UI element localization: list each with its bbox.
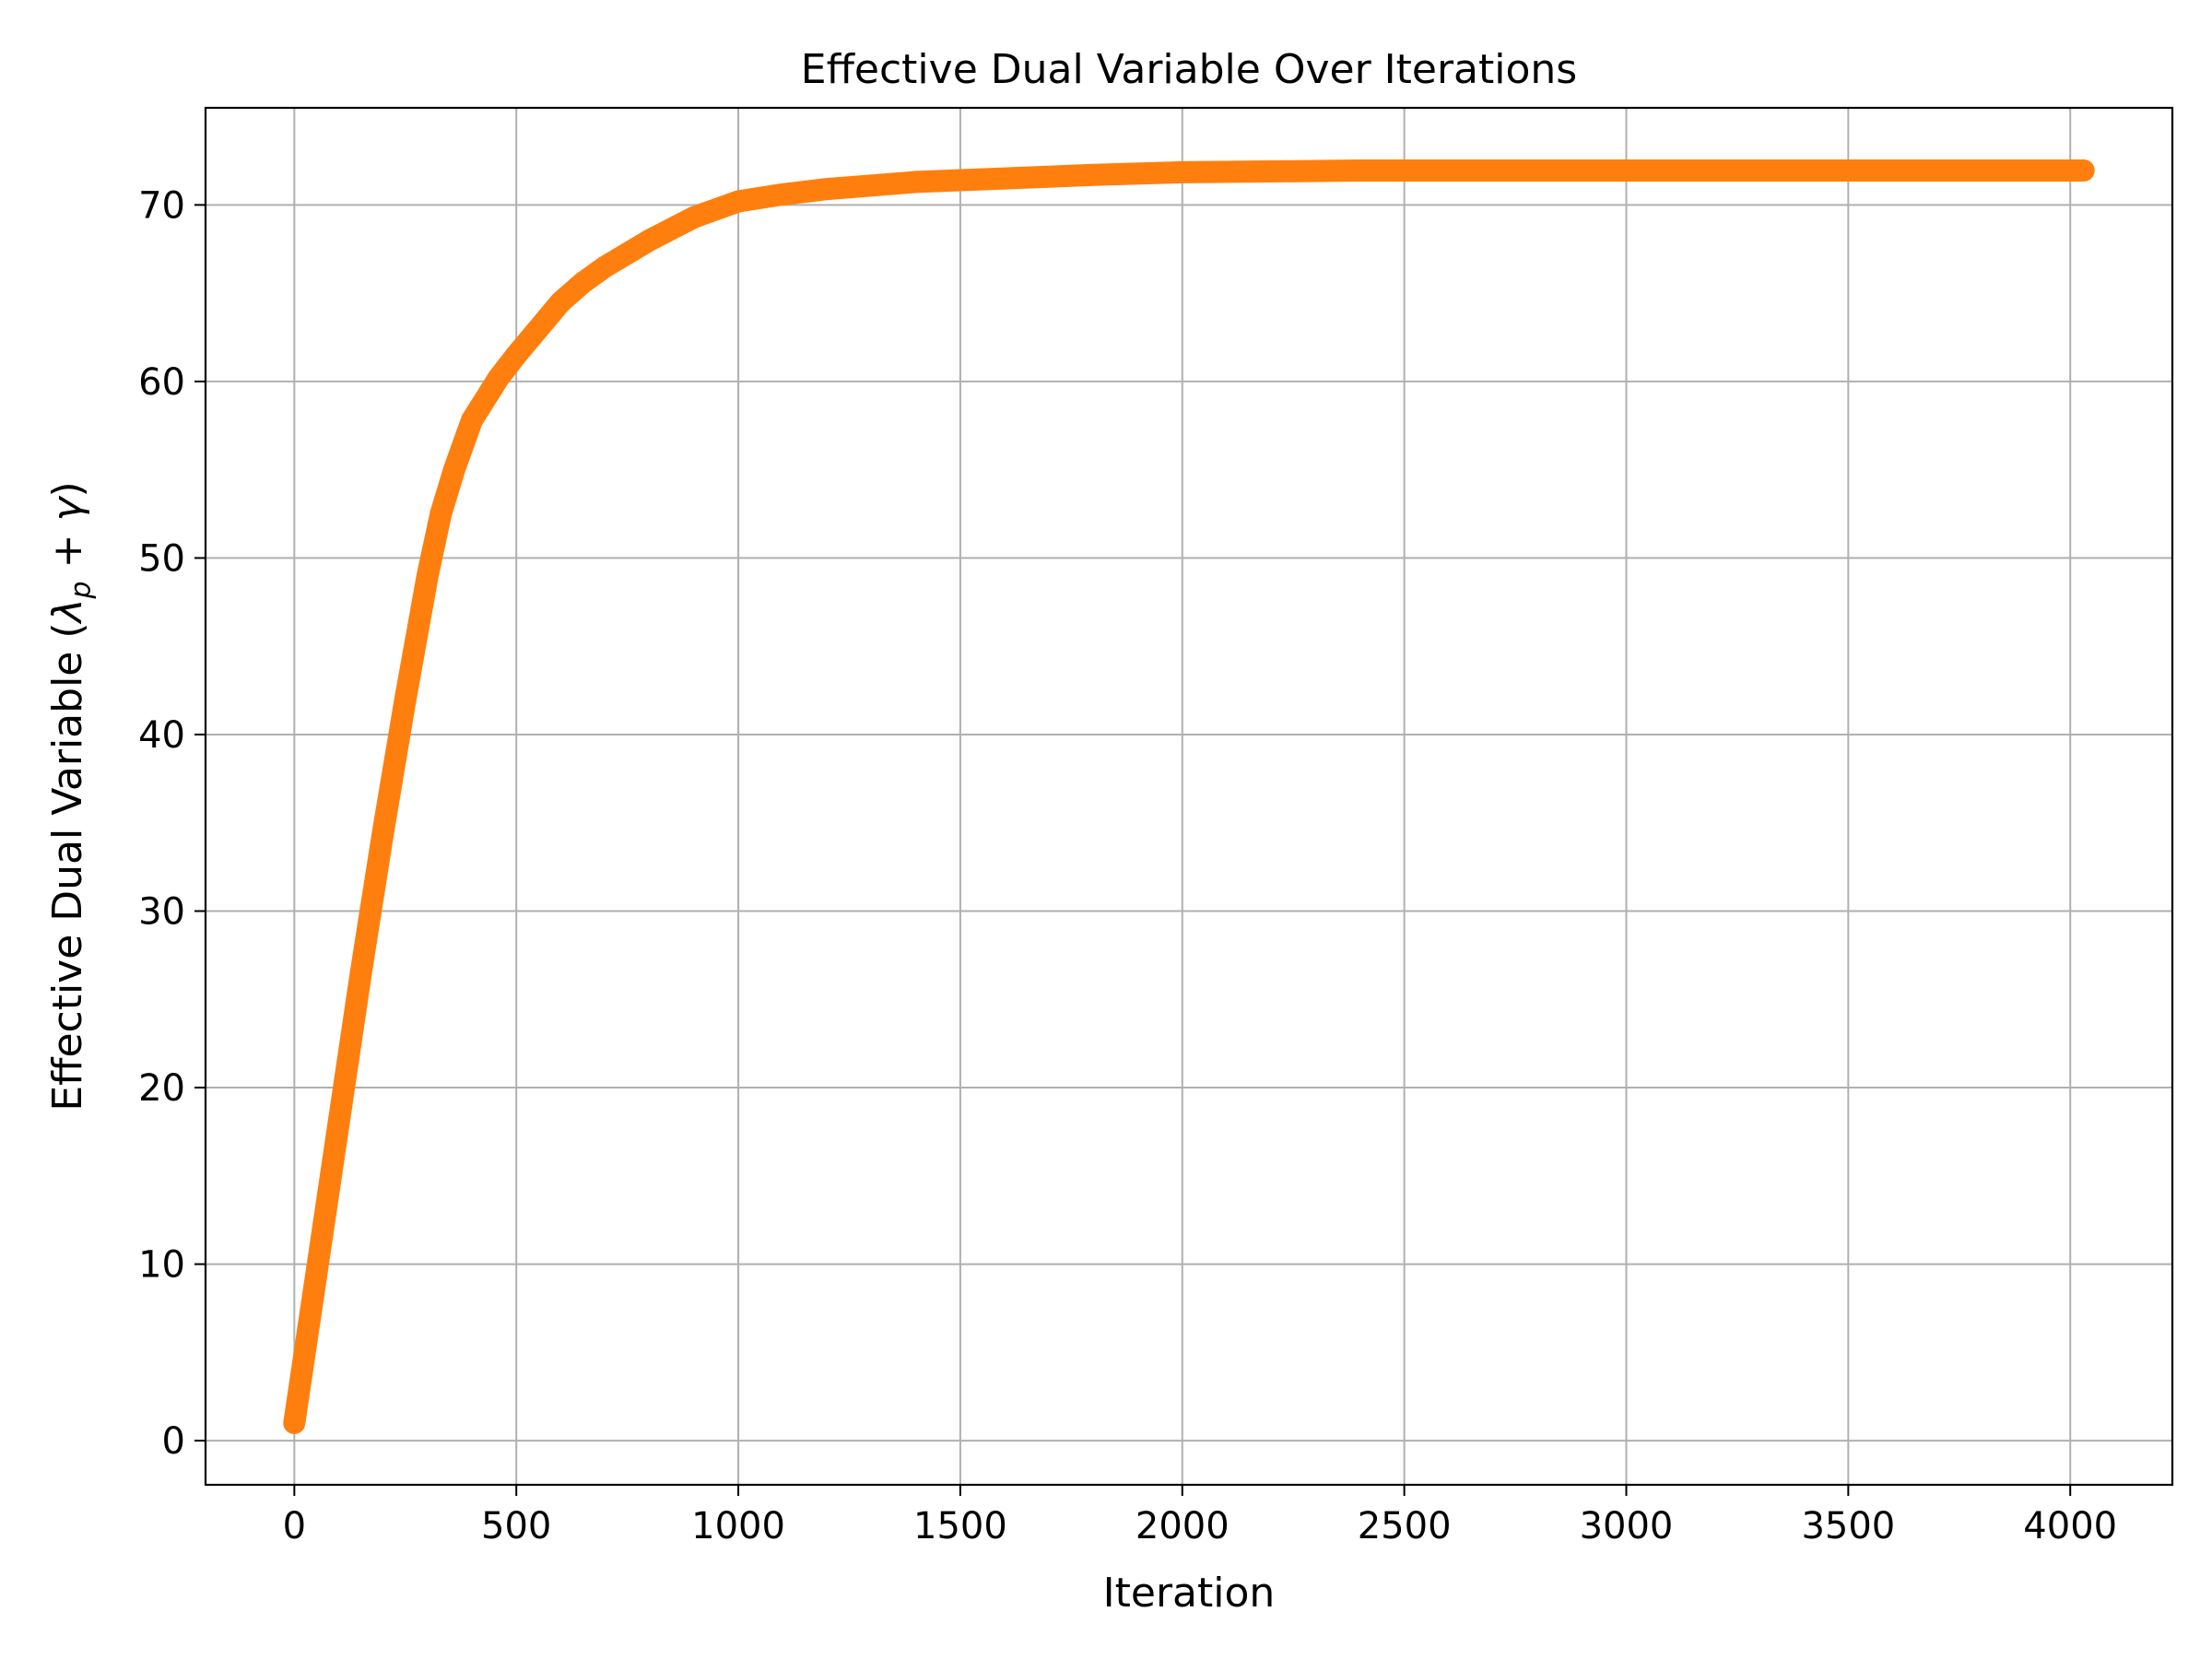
x-axis-label: Iteration: [1103, 1570, 1276, 1617]
y-tick-label: 60: [138, 361, 185, 404]
y-tick-label: 10: [138, 1244, 185, 1287]
x-axis-ticks: 0 500 1000 1500 2000 2500 3000 3500 4000: [283, 1485, 2117, 1547]
y-axis-label-suffix: ): [44, 481, 91, 497]
y-tick-label: 40: [138, 714, 185, 757]
x-tick-label: 4000: [2023, 1505, 2117, 1547]
y-tick-label: 70: [138, 184, 185, 227]
plot-frame: [204, 106, 2174, 1487]
chart-title: Effective Dual Variable Over Iterations: [801, 46, 1577, 93]
series-layer: [283, 159, 2095, 1434]
y-axis-label-plus: +: [44, 522, 91, 582]
y-axis-label-prefix: Effective Dual Variable (: [44, 622, 91, 1111]
y-axis-label-lambda: λ: [44, 598, 91, 624]
x-tick-label: 3000: [1580, 1505, 1674, 1547]
y-tick-label: 20: [138, 1067, 185, 1110]
grid-lines: [206, 108, 2172, 1485]
y-axis-ticks: 0 10 20 30 40 50 60 70: [138, 184, 206, 1463]
x-tick-label: 1500: [913, 1505, 1007, 1547]
x-tick-label: 2000: [1135, 1505, 1230, 1547]
y-tick-label: 0: [162, 1420, 185, 1463]
x-tick-label: 500: [481, 1505, 551, 1547]
y-tick-label: 30: [138, 891, 185, 934]
y-axis-label-subscript: p: [65, 581, 98, 599]
y-axis-label-gamma: γ: [44, 496, 91, 522]
y-axis-label: Effective Dual Variable (λp + γ): [44, 481, 98, 1111]
x-tick-label: 0: [283, 1505, 306, 1547]
x-tick-label: 2500: [1358, 1505, 1452, 1547]
x-tick-label: 3500: [1801, 1505, 1895, 1547]
y-tick-label: 50: [138, 537, 185, 580]
series-line-0: [283, 159, 2095, 1434]
x-tick-label: 1000: [691, 1505, 785, 1547]
